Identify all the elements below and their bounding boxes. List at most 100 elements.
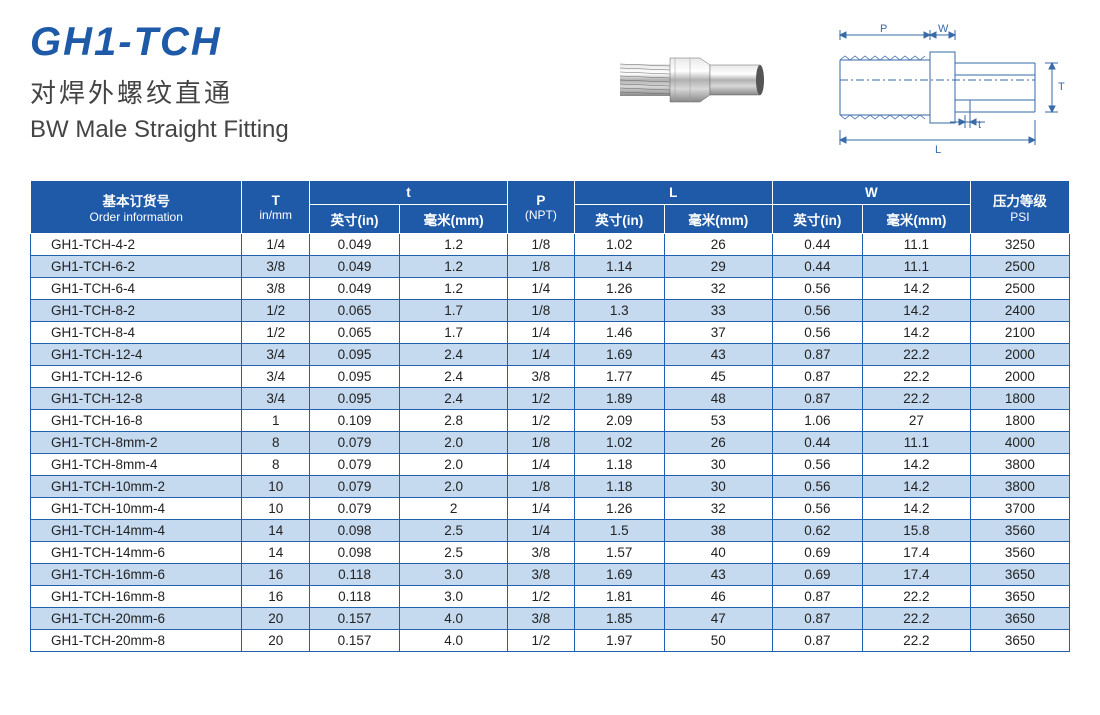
table-cell: 0.44 — [772, 256, 862, 278]
table-cell: 22.2 — [862, 366, 970, 388]
table-cell: 0.56 — [772, 278, 862, 300]
table-row: GH1-TCH-14mm-4140.0982.51/41.5380.6215.8… — [31, 520, 1070, 542]
table-cell: 0.095 — [309, 366, 399, 388]
table-cell: 11.1 — [862, 432, 970, 454]
table-cell: 1.26 — [574, 278, 664, 300]
col-P: P (NPT) — [508, 181, 575, 234]
table-row: GH1-TCH-16mm-6160.1183.03/81.69430.6917.… — [31, 564, 1070, 586]
table-row: GH1-TCH-8mm-480.0792.01/41.18300.5614.23… — [31, 454, 1070, 476]
table-cell: 33 — [664, 300, 772, 322]
table-cell: 0.62 — [772, 520, 862, 542]
table-cell: 0.118 — [309, 586, 399, 608]
table-cell: 0.065 — [309, 322, 399, 344]
table-cell: 3/8 — [242, 278, 310, 300]
table-cell: 11.1 — [862, 256, 970, 278]
table-cell: 1.81 — [574, 586, 664, 608]
table-cell: GH1-TCH-16mm-8 — [31, 586, 242, 608]
table-cell: 1.89 — [574, 388, 664, 410]
table-row: GH1-TCH-16mm-8160.1183.01/21.81460.8722.… — [31, 586, 1070, 608]
table-cell: 3800 — [970, 476, 1069, 498]
table-header: 基本订货号 Order information T in/mm t P (NPT… — [31, 181, 1070, 234]
table-cell: 1.26 — [574, 498, 664, 520]
table-cell: GH1-TCH-10mm-2 — [31, 476, 242, 498]
table-cell: 1/4 — [508, 454, 575, 476]
col-order: 基本订货号 Order information — [31, 181, 242, 234]
table-cell: 0.095 — [309, 388, 399, 410]
table-cell: 14.2 — [862, 300, 970, 322]
col-t-mm: 毫米(mm) — [400, 205, 508, 234]
table-cell: 3/8 — [508, 564, 575, 586]
table-cell: 0.049 — [309, 256, 399, 278]
table-cell: 0.095 — [309, 344, 399, 366]
table-cell: 1.14 — [574, 256, 664, 278]
table-cell: 0.87 — [772, 608, 862, 630]
table-cell: 2100 — [970, 322, 1069, 344]
table-cell: 14.2 — [862, 454, 970, 476]
table-cell: 2.4 — [400, 344, 508, 366]
table-cell: GH1-TCH-14mm-6 — [31, 542, 242, 564]
table-cell: 0.44 — [772, 234, 862, 256]
technical-drawing: P W T t L — [810, 20, 1070, 160]
table-cell: 22.2 — [862, 388, 970, 410]
table-cell: 2.5 — [400, 520, 508, 542]
table-cell: 2500 — [970, 278, 1069, 300]
table-cell: 1.18 — [574, 476, 664, 498]
table-cell: 32 — [664, 278, 772, 300]
table-cell: 48 — [664, 388, 772, 410]
table-cell: 22.2 — [862, 630, 970, 652]
table-cell: 0.56 — [772, 300, 862, 322]
table-cell: 1/2 — [508, 410, 575, 432]
table-cell: 1.69 — [574, 344, 664, 366]
col-T: T in/mm — [242, 181, 310, 234]
table-cell: 1.46 — [574, 322, 664, 344]
table-cell: 14 — [242, 542, 310, 564]
table-row: GH1-TCH-6-23/80.0491.21/81.14290.4411.12… — [31, 256, 1070, 278]
table-cell: 10 — [242, 498, 310, 520]
table-cell: 3560 — [970, 520, 1069, 542]
table-body: GH1-TCH-4-21/40.0491.21/81.02260.4411.13… — [31, 234, 1070, 652]
table-cell: 0.56 — [772, 498, 862, 520]
table-cell: 1.7 — [400, 300, 508, 322]
table-cell: GH1-TCH-6-4 — [31, 278, 242, 300]
table-cell: GH1-TCH-20mm-6 — [31, 608, 242, 630]
table-cell: GH1-TCH-20mm-8 — [31, 630, 242, 652]
table-cell: 0.098 — [309, 542, 399, 564]
table-cell: 1800 — [970, 388, 1069, 410]
table-cell: 3250 — [970, 234, 1069, 256]
table-row: GH1-TCH-10mm-4100.07921/41.26320.5614.23… — [31, 498, 1070, 520]
table-cell: 1800 — [970, 410, 1069, 432]
table-cell: 3560 — [970, 542, 1069, 564]
table-cell: 0.079 — [309, 498, 399, 520]
table-row: GH1-TCH-20mm-6200.1574.03/81.85470.8722.… — [31, 608, 1070, 630]
table-cell: 0.87 — [772, 344, 862, 366]
col-L-mm: 毫米(mm) — [664, 205, 772, 234]
table-cell: 30 — [664, 454, 772, 476]
table-cell: 10 — [242, 476, 310, 498]
table-row: GH1-TCH-8-41/20.0651.71/41.46370.5614.22… — [31, 322, 1070, 344]
table-cell: 2.4 — [400, 388, 508, 410]
model-code: GH1-TCH — [30, 20, 570, 65]
table-cell: 1/2 — [508, 630, 575, 652]
table-cell: 2000 — [970, 344, 1069, 366]
dim-label-P: P — [880, 23, 887, 35]
table-cell: 0.109 — [309, 410, 399, 432]
table-cell: 26 — [664, 234, 772, 256]
table-cell: 0.079 — [309, 432, 399, 454]
table-cell: 1.2 — [400, 278, 508, 300]
table-cell: 40 — [664, 542, 772, 564]
table-cell: 26 — [664, 432, 772, 454]
table-cell: 43 — [664, 564, 772, 586]
table-cell: 20 — [242, 630, 310, 652]
table-cell: 2 — [400, 498, 508, 520]
table-cell: 1/8 — [508, 234, 575, 256]
table-row: GH1-TCH-12-83/40.0952.41/21.89480.8722.2… — [31, 388, 1070, 410]
table-row: GH1-TCH-16-810.1092.81/22.09531.06271800 — [31, 410, 1070, 432]
table-cell: 37 — [664, 322, 772, 344]
table-cell: 4.0 — [400, 608, 508, 630]
table-cell: 0.157 — [309, 630, 399, 652]
table-cell: GH1-TCH-8-2 — [31, 300, 242, 322]
table-cell: GH1-TCH-8mm-2 — [31, 432, 242, 454]
table-cell: 3800 — [970, 454, 1069, 476]
table-cell: 1.3 — [574, 300, 664, 322]
table-cell: 3/8 — [242, 256, 310, 278]
